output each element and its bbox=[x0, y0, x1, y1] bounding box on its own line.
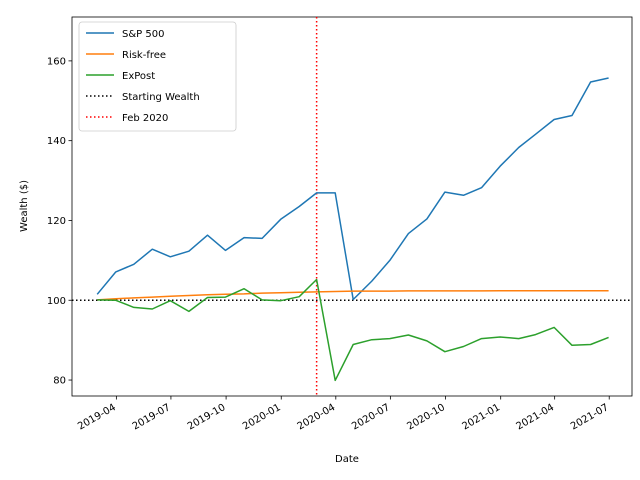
y-tick-label: 100 bbox=[47, 296, 66, 307]
series-line-s-p-500 bbox=[96, 77, 609, 301]
legend-label: Starting Wealth bbox=[122, 92, 200, 103]
x-tick-label: 2020-01 bbox=[241, 402, 283, 432]
x-tick-label: 2021-01 bbox=[460, 402, 502, 432]
y-tick-label: 120 bbox=[47, 216, 66, 227]
y-axis-label: Wealth ($) bbox=[19, 180, 30, 232]
legend-label: Feb 2020 bbox=[122, 113, 168, 124]
legend-label: ExPost bbox=[122, 71, 155, 82]
x-tick-label: 2021-04 bbox=[514, 402, 556, 432]
x-tick-label: 2020-04 bbox=[296, 402, 338, 432]
y-tick-label: 80 bbox=[53, 376, 66, 387]
plot-frame bbox=[71, 16, 633, 397]
y-axis: 80 100 120 140 160 bbox=[47, 56, 72, 387]
x-axis: 2019-04 2019-07 2019-10 2020-01 2020-04 2020-… bbox=[76, 396, 611, 432]
series-lines bbox=[96, 77, 609, 382]
reference-lines bbox=[72, 17, 632, 396]
x-tick-label: 2020-07 bbox=[350, 402, 392, 432]
plot-area bbox=[71, 16, 633, 397]
legend-box bbox=[78, 21, 237, 132]
x-tick-label: 2019-04 bbox=[76, 402, 118, 432]
y-tick-label: 140 bbox=[47, 136, 66, 147]
y-tick-label: 160 bbox=[47, 56, 66, 67]
legend: S&P 500 Risk-free ExPost Starting Wealth Feb… bbox=[78, 21, 237, 132]
series-line-expost bbox=[97, 278, 609, 382]
x-tick-label: 2019-10 bbox=[186, 402, 228, 432]
x-axis-label: Date bbox=[335, 454, 359, 465]
legend-label: S&P 500 bbox=[122, 29, 164, 40]
x-tick-label: 2019-07 bbox=[131, 402, 173, 432]
series-line-risk-free bbox=[97, 290, 609, 301]
legend-label: Risk-free bbox=[122, 50, 166, 61]
x-tick-label: 2021-07 bbox=[569, 402, 611, 432]
x-tick-label: 2020-10 bbox=[405, 402, 447, 432]
